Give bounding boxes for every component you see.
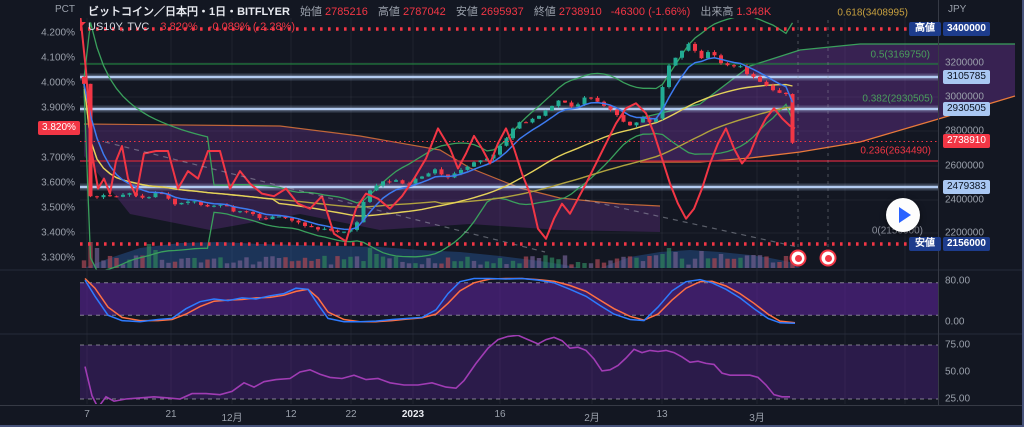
time-tick-13: 13 (656, 409, 668, 420)
stoch-axis-tick: 0.00 (945, 316, 965, 328)
close-value: 2738910 (558, 6, 602, 18)
replay-play-button[interactable] (886, 198, 920, 232)
left-axis-tick: 4.200% (41, 27, 75, 39)
symbol-legend[interactable]: ビットコイン／日本円・1日・BITFLYER 始値 2785216 高値 278… (88, 3, 771, 19)
left-axis-tick: 3.700% (41, 152, 75, 164)
replay-point-marker[interactable] (789, 249, 807, 267)
price-chip-2738910: 2738910 (943, 134, 990, 148)
time-tick-7: 7 (84, 409, 90, 420)
price-chip-3400000: 3400000 (943, 22, 990, 36)
fib-label: 0.5(3169750) (870, 49, 931, 61)
price-chip-3105785: 3105785 (943, 70, 990, 84)
open-label: 始値 (299, 6, 322, 18)
marker-dot (824, 254, 832, 262)
right-axis-tick: 2800000 (945, 125, 984, 137)
close-label: 終値 (533, 6, 556, 18)
right-axis-tick: 3000000 (945, 91, 984, 103)
left-axis-tick: 3.500% (41, 202, 75, 214)
fib-label: 0.382(2930505) (862, 93, 933, 105)
fib-label: 0.618(3408995) (837, 7, 908, 19)
marker-dot (794, 254, 802, 262)
volume-value: 1.348K (736, 6, 772, 18)
low-label: 安値 (455, 6, 478, 18)
rsi-axis-tick: 50.00 (945, 366, 971, 378)
left-axis-tick: 4.100% (41, 52, 75, 64)
us10y-title[interactable]: US10Y, TVC (88, 21, 150, 33)
right-axis-tick: 2200000 (945, 227, 984, 239)
right-axis-tick: 2400000 (945, 194, 984, 206)
time-tick-3月: 3月 (749, 413, 765, 424)
price-tag-安値: 安値 (909, 237, 941, 251)
high-label: 高値 (377, 6, 400, 18)
time-tick-2月: 2月 (584, 413, 600, 424)
open-value: 2785216 (325, 6, 368, 18)
time-tick-12月: 12月 (221, 413, 243, 424)
low-value: 2695937 (480, 6, 524, 18)
left-axis-tick: 4.000% (41, 77, 75, 89)
price-chip-2156000: 2156000 (943, 237, 990, 251)
left-axis-tick: 3.600% (41, 177, 75, 189)
rsi-axis-tick: 75.00 (945, 339, 971, 351)
price-chip-2479383: 2479383 (943, 180, 990, 194)
rsi-axis-tick: 25.00 (945, 393, 971, 405)
right-axis-unit: JPY (948, 4, 967, 15)
left-axis-unit: PCT (55, 4, 75, 15)
time-tick-21: 21 (165, 409, 177, 420)
right-axis-tick: 2600000 (945, 160, 984, 172)
us10y-price-chip: 3.820% (38, 121, 80, 135)
price-chip-2930505: 2930505 (943, 102, 990, 116)
time-tick-2023: 2023 (401, 409, 425, 420)
stoch-axis-tick: 80.00 (945, 275, 971, 287)
play-icon (899, 207, 911, 223)
symbol-title[interactable]: ビットコイン／日本円・1日・BITFLYER (88, 6, 290, 18)
replay-point-marker[interactable] (819, 249, 837, 267)
us10y-pointer-icon (80, 22, 86, 28)
change-value: -46300 (-1.66%) (610, 6, 691, 18)
fib-label: 0.236(2634490) (860, 145, 931, 157)
volume-label: 出来高 (700, 6, 734, 18)
fib-label: 0(2156000) (633, 226, 923, 237)
time-tick-22: 22 (345, 409, 357, 420)
left-axis-tick: 3.400% (41, 227, 75, 239)
high-value: 2787042 (402, 6, 446, 18)
price-tag-高値: 高値 (909, 22, 941, 36)
us10y-legend[interactable]: US10Y, TVC 3.820% -0.089% (-2.28%) (88, 21, 295, 33)
time-tick-16: 16 (494, 409, 506, 420)
us10y-change: -0.089% (-2.28%) (208, 21, 296, 33)
us10y-value: 3.820% (160, 21, 198, 33)
left-axis-tick: 3.900% (41, 102, 75, 114)
time-tick-12: 12 (285, 409, 297, 420)
right-axis-tick: 3200000 (945, 57, 984, 69)
left-axis-tick: 3.300% (41, 252, 75, 264)
